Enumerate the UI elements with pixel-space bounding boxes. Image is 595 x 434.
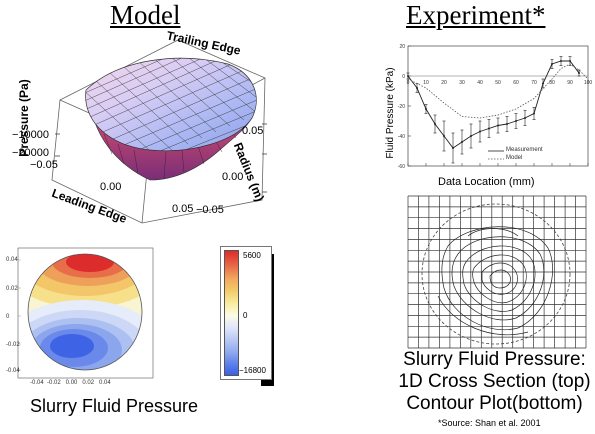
y-tick-label: 20 bbox=[399, 44, 405, 50]
colorbar-scale bbox=[224, 250, 239, 376]
y-tick-label: 0 bbox=[402, 74, 405, 80]
measurement-point bbox=[542, 82, 544, 85]
measurement-point bbox=[416, 87, 418, 89]
x-tick-label: 100 bbox=[584, 80, 593, 86]
right-caption-line-2: 1D Cross Section (top) bbox=[398, 371, 591, 392]
colorbar-min: −16800 bbox=[239, 366, 266, 375]
colorbar-mid: 0 bbox=[243, 311, 248, 320]
source-note: *Source: Shan et al. 2001 bbox=[438, 418, 541, 428]
contour-y-tick-3: 0 bbox=[6, 314, 10, 320]
x-tick-label: 0 bbox=[407, 80, 410, 86]
experiment-contour bbox=[407, 195, 587, 349]
x-tick-label: 10 bbox=[423, 80, 429, 86]
measurement-point bbox=[506, 123, 508, 125]
measurement-point bbox=[551, 63, 553, 65]
measurement-point bbox=[470, 135, 472, 137]
contour-lines bbox=[437, 226, 553, 336]
surface-plot-svg bbox=[51, 39, 267, 224]
measurement-line bbox=[407, 60, 580, 149]
z-tick-1: −10000 bbox=[12, 129, 50, 141]
measurement-point bbox=[461, 141, 463, 143]
x-tick-label: 80 bbox=[549, 80, 555, 86]
model-contour bbox=[17, 247, 154, 379]
tick-marks bbox=[55, 123, 267, 193]
x-tick-1: −0.05 bbox=[30, 159, 58, 171]
model-header: Model bbox=[110, 0, 181, 30]
experiment-header: Experiment* bbox=[406, 0, 546, 30]
x-tick-label: 30 bbox=[459, 80, 465, 86]
x-tick-label: 50 bbox=[495, 80, 501, 86]
contour-y-tick-2: 0.02 bbox=[6, 286, 18, 292]
measurement-point bbox=[578, 72, 580, 74]
legend-model: Model bbox=[506, 155, 523, 161]
colorbar-max: 5600 bbox=[243, 251, 261, 260]
measurement-point bbox=[524, 117, 526, 119]
y-tick-1: 0.05 bbox=[242, 125, 264, 137]
measurement-point bbox=[443, 135, 445, 137]
line-chart-xlabel: Data Location (mm) bbox=[438, 176, 535, 188]
y-tick-2: 0.00 bbox=[222, 171, 244, 183]
model-caption: Slurry Fluid Pressure bbox=[30, 396, 199, 416]
measurement-point bbox=[434, 123, 436, 125]
pressure-line-chart: 20 0 -20 -40 -60 0 10 20 30 40 50 60 70 80 90 100 bbox=[398, 44, 593, 170]
x-tick-3: 0.05 bbox=[172, 203, 194, 215]
x-tick-label: 60 bbox=[513, 80, 519, 86]
x-tick-label: 70 bbox=[531, 80, 537, 86]
z-tick-2: −20000 bbox=[12, 147, 50, 159]
contour-y-tick-1: 0.04 bbox=[6, 257, 18, 263]
right-caption-line-3: Contour Plot(bottom) bbox=[406, 393, 583, 414]
legend-measurement: Measurement bbox=[506, 147, 543, 153]
y-tick-label: -20 bbox=[398, 104, 405, 110]
bowl-mesh bbox=[103, 129, 237, 179]
x-tick-label: 20 bbox=[441, 80, 447, 86]
measurement-point bbox=[560, 60, 562, 62]
measurement-grid bbox=[407, 195, 587, 349]
measurement-point bbox=[533, 112, 535, 115]
y-tick-label: -40 bbox=[398, 134, 405, 140]
contour-y-tick-5: -0.04 bbox=[6, 368, 20, 374]
line-chart-ylabel: Fluid Pressure (kPa) bbox=[385, 67, 396, 159]
measurement-point bbox=[515, 120, 517, 122]
measurement-point bbox=[425, 108, 427, 110]
wafer-outline bbox=[421, 203, 571, 345]
measurement-point bbox=[407, 75, 409, 77]
measurement-point bbox=[497, 124, 499, 127]
y-tick-label: -60 bbox=[398, 164, 405, 170]
contour-y-tick-4: -0.02 bbox=[6, 342, 20, 348]
measurement-point bbox=[479, 130, 481, 133]
x-tick-label: 90 bbox=[567, 80, 573, 86]
measurement-point bbox=[569, 60, 571, 62]
legend-swatches bbox=[488, 150, 504, 160]
right-caption-line-1: Slurry Fluid Pressure: bbox=[403, 349, 586, 370]
colorbar bbox=[220, 246, 278, 386]
contour-bands bbox=[28, 254, 142, 370]
contour-x-ticks: -0.04 -0.02 0.00 0.02 0.04 bbox=[30, 380, 111, 386]
measurement-point bbox=[488, 127, 490, 130]
model-line bbox=[407, 63, 589, 119]
measurement-point bbox=[452, 147, 454, 149]
contour-ticks bbox=[18, 259, 21, 371]
x-tick-label: 40 bbox=[477, 80, 483, 86]
x-tick-2: 0.00 bbox=[100, 181, 122, 193]
y-tick-3: −0.05 bbox=[196, 204, 224, 216]
surface-plot bbox=[0, 30, 285, 230]
